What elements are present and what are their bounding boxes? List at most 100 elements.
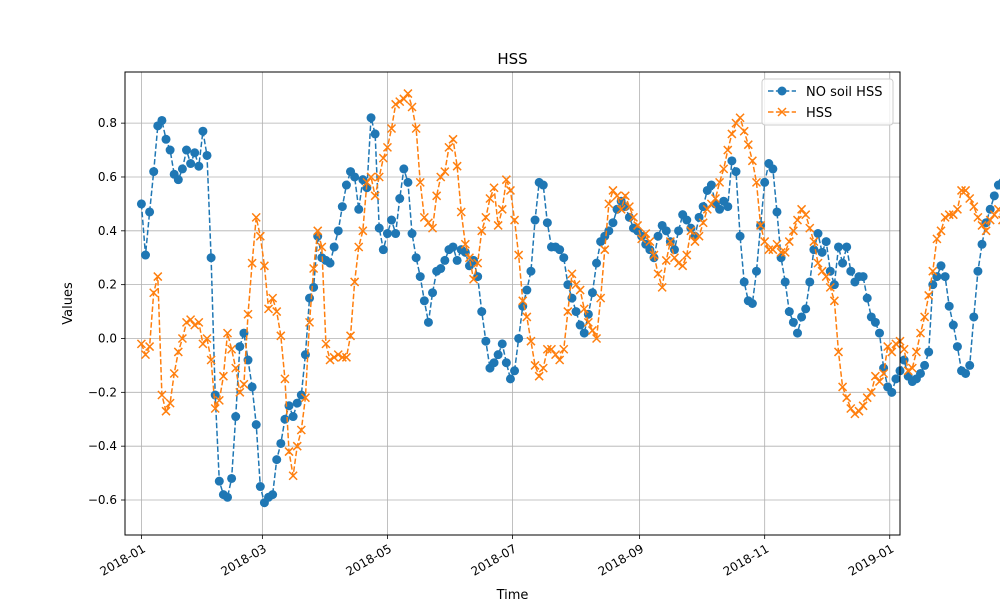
data-point xyxy=(444,142,454,152)
data-point xyxy=(952,342,962,352)
data-point xyxy=(875,328,884,338)
data-point xyxy=(501,358,511,368)
data-point xyxy=(522,312,532,322)
y-tick-label: 0.2 xyxy=(98,278,117,292)
data-point xyxy=(784,237,794,247)
data-point xyxy=(350,172,360,182)
y-tick-label: 0.0 xyxy=(98,331,117,345)
data-point xyxy=(497,339,507,349)
data-point xyxy=(633,220,643,230)
data-point xyxy=(735,231,745,241)
data-point xyxy=(559,344,569,354)
data-point xyxy=(801,304,811,314)
data-point xyxy=(846,403,856,414)
data-point xyxy=(858,272,868,282)
data-point xyxy=(645,237,655,247)
data-point xyxy=(198,126,208,136)
data-point xyxy=(645,245,655,255)
data-point xyxy=(981,226,991,236)
data-point xyxy=(956,185,967,195)
data-point xyxy=(833,242,843,252)
data-point xyxy=(760,177,770,187)
data-point xyxy=(505,374,515,384)
data-point xyxy=(354,242,364,252)
data-point xyxy=(682,215,692,225)
data-point xyxy=(612,191,622,201)
data-point xyxy=(227,473,237,483)
data-point xyxy=(194,317,204,327)
data-point xyxy=(579,304,589,314)
data-point xyxy=(403,89,413,99)
data-point xyxy=(989,191,999,201)
data-point xyxy=(194,161,204,171)
data-point xyxy=(985,215,995,225)
data-point xyxy=(173,175,183,185)
data-point xyxy=(505,185,515,195)
data-point xyxy=(567,269,577,279)
data-point xyxy=(756,220,766,230)
data-point xyxy=(973,266,983,276)
data-point xyxy=(825,266,835,276)
data-point xyxy=(141,250,150,260)
data-point xyxy=(866,387,876,397)
data-point xyxy=(280,374,290,384)
data-point xyxy=(231,363,241,373)
data-point xyxy=(489,358,499,368)
data-point xyxy=(911,347,921,357)
data-point xyxy=(674,258,684,268)
data-point xyxy=(948,320,958,330)
data-point xyxy=(169,368,179,379)
data-point xyxy=(251,420,261,430)
data-point xyxy=(792,328,802,338)
data-point xyxy=(608,185,618,195)
data-point xyxy=(817,266,827,276)
data-point xyxy=(423,317,433,327)
data-point xyxy=(284,447,294,457)
data-point xyxy=(510,215,520,225)
data-point xyxy=(321,339,331,349)
data-point xyxy=(428,288,438,298)
data-point xyxy=(969,202,979,212)
data-point xyxy=(616,204,626,214)
data-point xyxy=(177,164,187,174)
data-point xyxy=(202,150,212,160)
data-point xyxy=(907,363,917,373)
data-point xyxy=(829,280,839,290)
data-point xyxy=(448,242,458,252)
data-point xyxy=(317,242,327,252)
y-tick-label: 0.4 xyxy=(98,224,117,238)
data-point xyxy=(883,342,893,352)
data-point xyxy=(768,245,778,255)
data-point xyxy=(682,250,692,260)
y-axis-label: Values xyxy=(61,282,76,325)
data-point xyxy=(501,175,511,185)
data-point xyxy=(813,229,823,239)
data-point xyxy=(460,239,470,249)
data-point xyxy=(370,129,380,139)
data-point xyxy=(760,237,770,247)
data-point xyxy=(411,253,421,263)
data-point xyxy=(899,344,909,354)
data-point xyxy=(337,352,347,362)
data-point xyxy=(649,250,659,260)
data-point xyxy=(235,342,245,352)
data-point xyxy=(870,317,880,327)
data-point xyxy=(833,347,844,357)
data-point xyxy=(719,164,729,174)
data-point xyxy=(325,258,335,268)
data-point xyxy=(452,161,462,171)
data-point xyxy=(538,363,548,373)
data-point xyxy=(288,412,298,422)
data-point xyxy=(989,210,999,220)
data-point xyxy=(817,247,827,257)
data-point xyxy=(510,366,520,376)
data-point xyxy=(382,142,392,152)
data-point xyxy=(809,237,819,247)
data-point xyxy=(374,223,384,233)
data-point xyxy=(136,339,146,349)
data-point xyxy=(747,299,757,308)
data-point xyxy=(313,226,323,236)
data-point xyxy=(304,317,315,327)
data-point xyxy=(534,371,544,381)
